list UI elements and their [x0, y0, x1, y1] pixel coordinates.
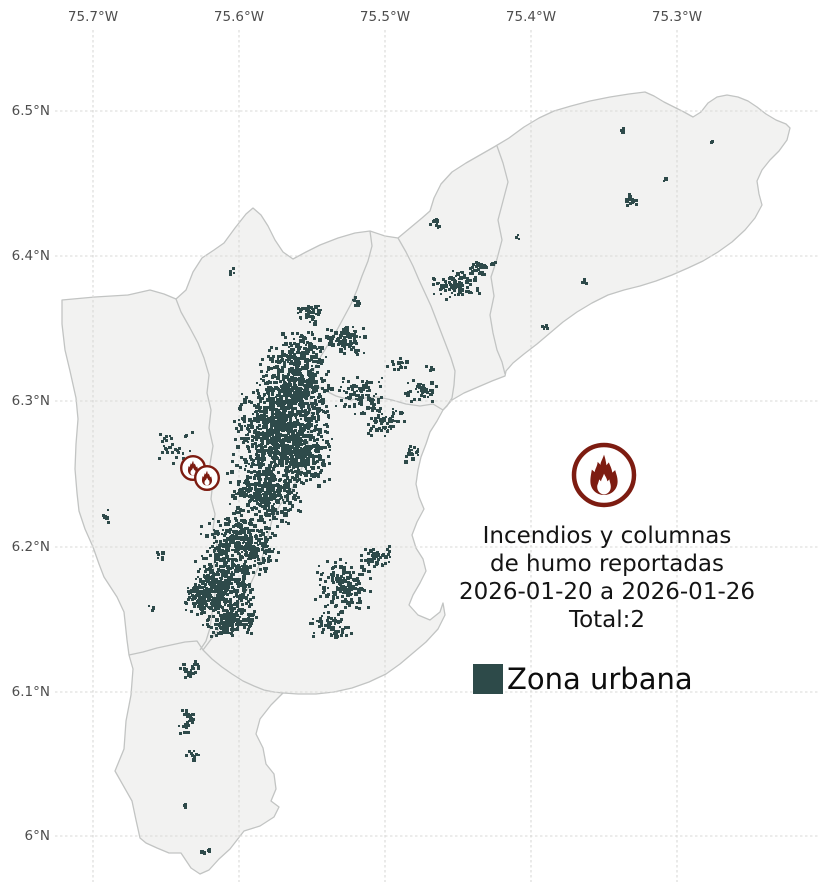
urban-zone-cluster	[429, 218, 441, 229]
longitude-tick-label: 75.5°W	[359, 9, 411, 25]
urban-zone-cluster	[325, 326, 367, 356]
legend-label: Zona urbana	[507, 662, 693, 696]
annotation-line: Total:2	[568, 607, 646, 633]
legend-swatch-zona-urbana	[473, 664, 503, 694]
urban-zone-cluster	[710, 140, 714, 144]
latitude-tick-label: 6.1°N	[11, 684, 50, 700]
urban-zone-cluster	[515, 234, 520, 240]
urban-zone-cluster	[367, 403, 406, 437]
urban-zone-cluster	[202, 603, 258, 638]
urban-zone-cluster	[179, 660, 200, 679]
urban-zone-cluster	[226, 452, 303, 526]
urban-zone-cluster	[360, 545, 391, 569]
urban-zone-cluster	[314, 558, 372, 614]
urban-zone-cluster	[625, 193, 638, 207]
urban-zone-cluster	[404, 379, 438, 403]
urban-zone-cluster	[386, 357, 409, 371]
urban-zone-cluster	[309, 611, 353, 639]
latitude-tick-label: 6.5°N	[11, 103, 50, 119]
longitude-tick-label: 75.6°W	[213, 9, 265, 25]
urban-zone-cluster	[156, 551, 165, 561]
longitude-tick-label: 75.7°W	[67, 9, 119, 25]
urban-zone-cluster	[297, 305, 322, 326]
urban-zone-cluster	[148, 605, 155, 612]
annotation-line: Incendios y columnas	[482, 523, 732, 549]
urban-zone-cluster	[229, 267, 235, 276]
annotation-title: Incendios y columnas de humo reportadas 20…	[406, 522, 808, 634]
longitude-tick-label: 75.4°W	[505, 9, 557, 25]
annotation-line: 2026-01-20 a 2026-01-26	[458, 579, 756, 605]
municipality-polygons	[61, 91, 791, 875]
urban-zone-cluster	[469, 261, 497, 279]
fire-report-marker	[193, 465, 220, 492]
region-outline	[61, 91, 791, 875]
urban-zone-cluster	[192, 558, 255, 613]
urban-zone-cluster	[200, 517, 280, 576]
urban-zone-cluster	[620, 127, 625, 134]
urban-zone-cluster	[432, 270, 481, 301]
urban-zone-cluster	[200, 848, 211, 855]
latitude-tick-label: 6°N	[24, 828, 50, 844]
urban-zone-dots	[102, 127, 714, 855]
annotation-line: de humo reportadas	[489, 551, 725, 577]
urban-zone-cluster	[233, 389, 309, 472]
urban-zone-cluster	[158, 431, 194, 465]
legend: Zona urbana	[473, 661, 693, 697]
municipality-border	[397, 237, 456, 411]
latitude-tick-label: 6.4°N	[11, 248, 50, 264]
longitude-tick-label: 75.3°W	[651, 9, 703, 25]
latitude-tick-label: 6.2°N	[11, 539, 50, 555]
urban-zone-cluster	[663, 177, 668, 182]
fire-markers	[179, 455, 220, 492]
urban-zone-cluster	[185, 750, 200, 762]
latitude-tick-label: 6.3°N	[11, 393, 50, 409]
urban-zone-cluster	[266, 410, 333, 488]
urban-zone-cluster	[425, 365, 435, 372]
urban-zone-cluster	[581, 278, 588, 285]
urban-zone-cluster	[404, 445, 419, 464]
urban-zone-cluster	[256, 346, 334, 433]
urban-zone-cluster	[184, 583, 225, 618]
urban-zone-cluster	[335, 376, 383, 415]
legend-fire-icon	[571, 442, 637, 508]
urban-zone-cluster	[102, 509, 110, 524]
graticule-gridlines	[55, 30, 818, 882]
municipality-border	[128, 640, 284, 694]
urban-zone-cluster	[352, 296, 361, 307]
urban-zone-cluster	[541, 324, 549, 330]
urban-zone-cluster	[183, 803, 187, 809]
municipality-border	[489, 145, 509, 375]
urban-zone-cluster	[279, 331, 324, 370]
municipality-border	[309, 380, 444, 411]
urban-zone-cluster	[178, 709, 195, 735]
